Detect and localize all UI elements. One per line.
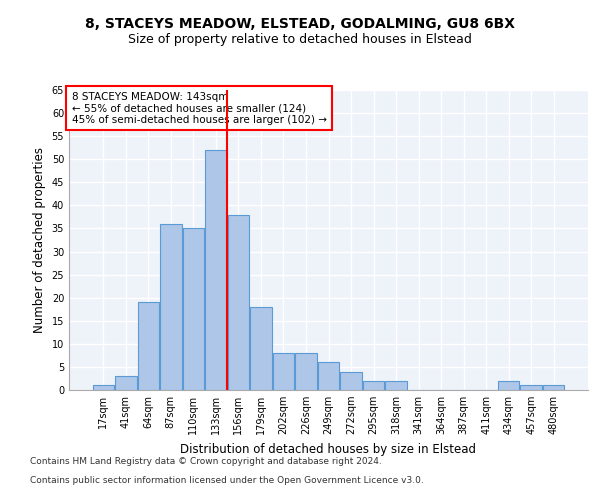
Bar xyxy=(520,386,542,390)
Text: Contains HM Land Registry data © Crown copyright and database right 2024.: Contains HM Land Registry data © Crown c… xyxy=(30,458,382,466)
Bar xyxy=(115,376,137,390)
Bar xyxy=(543,386,565,390)
Bar xyxy=(228,214,249,390)
Text: Size of property relative to detached houses in Elstead: Size of property relative to detached ho… xyxy=(128,32,472,46)
Bar xyxy=(250,307,272,390)
Bar xyxy=(160,224,182,390)
Text: 8 STACEYS MEADOW: 143sqm
← 55% of detached houses are smaller (124)
45% of semi-: 8 STACEYS MEADOW: 143sqm ← 55% of detach… xyxy=(71,92,326,124)
Bar xyxy=(295,353,317,390)
X-axis label: Distribution of detached houses by size in Elstead: Distribution of detached houses by size … xyxy=(181,442,476,456)
Bar xyxy=(182,228,204,390)
Y-axis label: Number of detached properties: Number of detached properties xyxy=(33,147,46,333)
Bar xyxy=(385,381,407,390)
Bar xyxy=(498,381,520,390)
Bar xyxy=(92,386,114,390)
Text: Contains public sector information licensed under the Open Government Licence v3: Contains public sector information licen… xyxy=(30,476,424,485)
Bar xyxy=(273,353,294,390)
Bar xyxy=(340,372,362,390)
Bar xyxy=(205,150,227,390)
Text: 8, STACEYS MEADOW, ELSTEAD, GODALMING, GU8 6BX: 8, STACEYS MEADOW, ELSTEAD, GODALMING, G… xyxy=(85,18,515,32)
Bar xyxy=(137,302,159,390)
Bar xyxy=(363,381,384,390)
Bar xyxy=(318,362,339,390)
